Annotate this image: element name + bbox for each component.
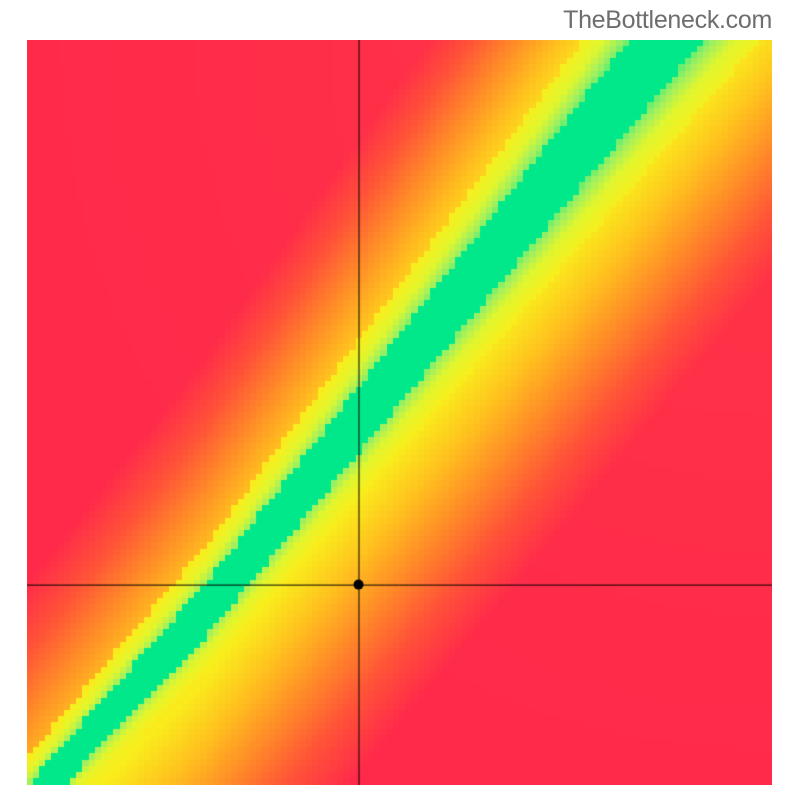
heatmap-canvas xyxy=(27,40,772,785)
watermark-text: TheBottleneck.com xyxy=(563,6,772,35)
bottleneck-chart: TheBottleneck.com xyxy=(0,0,800,800)
plot-area xyxy=(27,40,772,785)
